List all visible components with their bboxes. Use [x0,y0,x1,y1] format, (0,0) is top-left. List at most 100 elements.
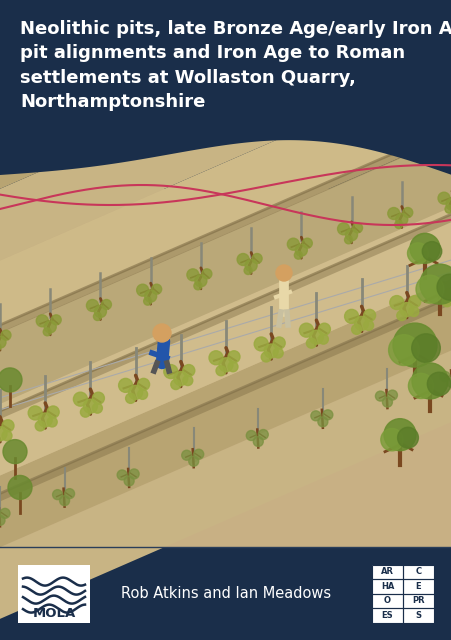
Circle shape [94,305,106,317]
Circle shape [317,417,327,427]
Circle shape [409,234,439,263]
Text: Rob Atkins and Ian Meadows: Rob Atkins and Ian Meadows [121,586,330,601]
Circle shape [193,449,203,460]
Circle shape [186,269,198,281]
Polygon shape [0,0,451,175]
Circle shape [394,221,402,228]
Circle shape [0,508,10,518]
Circle shape [419,264,451,304]
Circle shape [202,269,212,279]
Circle shape [395,214,407,225]
Polygon shape [0,0,451,189]
Bar [402,579,433,594]
Circle shape [352,223,362,233]
Circle shape [181,450,191,460]
Text: C: C [414,567,421,577]
Circle shape [193,282,202,290]
Circle shape [411,334,439,362]
Circle shape [444,289,451,303]
Circle shape [397,428,418,448]
Circle shape [294,251,302,259]
Circle shape [0,336,6,348]
Circle shape [237,253,249,266]
Text: PR: PR [411,596,424,605]
Circle shape [411,363,447,399]
Circle shape [437,192,449,204]
Circle shape [408,296,420,308]
Circle shape [38,413,52,427]
Circle shape [216,366,226,376]
Circle shape [306,338,316,348]
Circle shape [137,378,149,390]
Circle shape [129,469,139,479]
Circle shape [252,253,262,264]
Circle shape [302,238,312,248]
Circle shape [392,323,436,367]
Polygon shape [0,207,451,476]
Circle shape [0,343,1,351]
Circle shape [344,236,352,244]
Text: E: E [415,582,420,591]
Circle shape [407,243,428,264]
Circle shape [129,385,142,399]
Circle shape [383,419,415,451]
Circle shape [408,307,418,317]
Bar [371,594,402,608]
Circle shape [194,275,207,287]
Circle shape [125,394,135,403]
Bar [371,608,402,623]
Circle shape [170,380,180,390]
Circle shape [436,274,451,300]
Circle shape [408,373,433,399]
Circle shape [0,427,7,441]
Circle shape [276,265,291,281]
Circle shape [287,238,299,250]
Polygon shape [0,135,451,404]
Circle shape [388,335,419,365]
Text: ES: ES [381,611,392,620]
Circle shape [64,489,74,499]
Polygon shape [0,278,451,547]
Circle shape [43,328,51,336]
Circle shape [182,376,193,385]
Circle shape [60,495,69,506]
Polygon shape [0,0,451,260]
Circle shape [272,348,283,358]
Circle shape [163,365,177,379]
Text: AR: AR [380,567,393,577]
Circle shape [3,440,27,463]
Circle shape [118,378,132,392]
Polygon shape [0,296,451,502]
Circle shape [399,303,413,317]
Bar [371,564,402,579]
Circle shape [421,241,441,261]
Bar [402,564,433,579]
Bar [371,564,433,623]
Circle shape [309,330,322,344]
Circle shape [402,207,412,218]
Circle shape [8,476,32,499]
Circle shape [246,431,256,440]
Circle shape [258,429,268,440]
Circle shape [0,515,5,525]
Circle shape [387,390,396,400]
Circle shape [444,205,451,213]
Polygon shape [0,350,451,619]
Circle shape [344,309,358,323]
Circle shape [47,417,57,427]
Circle shape [36,315,48,327]
Circle shape [441,297,451,307]
Circle shape [244,259,257,271]
Circle shape [310,411,320,421]
Bar [402,594,433,608]
Circle shape [0,368,22,392]
Circle shape [415,275,443,303]
Circle shape [93,312,101,321]
Circle shape [382,397,391,407]
Circle shape [47,406,59,418]
Circle shape [375,391,385,401]
Circle shape [272,337,285,349]
Circle shape [439,371,449,381]
Circle shape [137,389,147,399]
Circle shape [446,378,451,387]
